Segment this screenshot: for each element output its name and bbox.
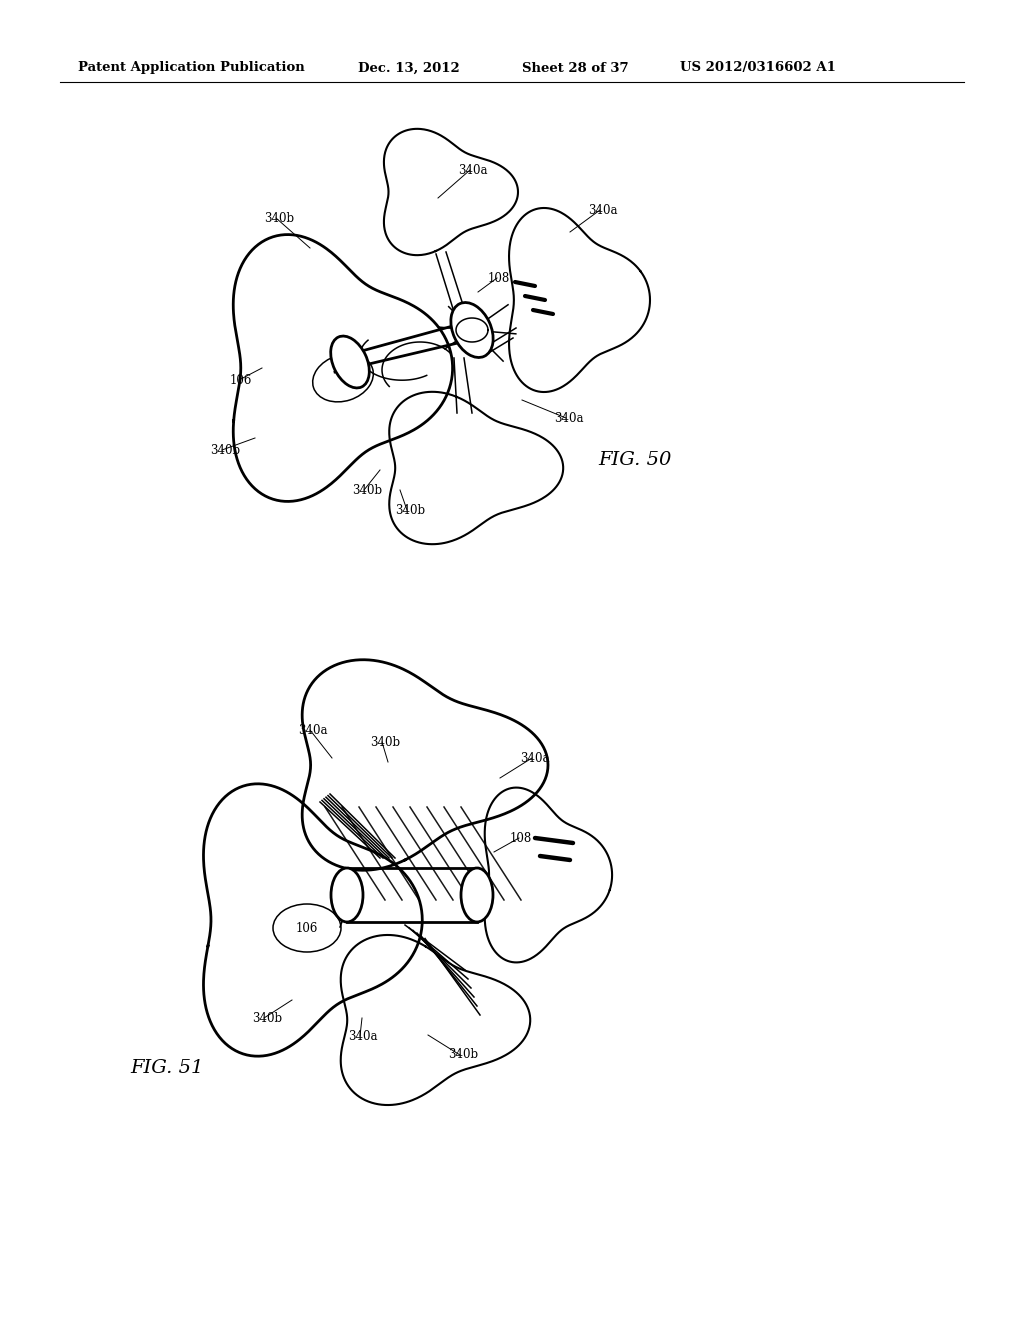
Text: 340b: 340b — [449, 1048, 478, 1061]
Ellipse shape — [461, 869, 493, 921]
Text: Patent Application Publication: Patent Application Publication — [78, 62, 305, 74]
Text: Sheet 28 of 37: Sheet 28 of 37 — [522, 62, 629, 74]
Text: 340a: 340a — [298, 723, 328, 737]
Text: 340b: 340b — [252, 1011, 283, 1024]
Text: 340b: 340b — [264, 211, 294, 224]
Ellipse shape — [331, 869, 362, 921]
Text: 340b: 340b — [210, 444, 240, 457]
Text: 340a: 340a — [588, 203, 617, 216]
Text: US 2012/0316602 A1: US 2012/0316602 A1 — [680, 62, 836, 74]
Text: 340a: 340a — [554, 412, 584, 425]
Text: 340a: 340a — [348, 1030, 378, 1043]
Ellipse shape — [451, 302, 494, 358]
Text: 340b: 340b — [395, 503, 425, 516]
Text: 340a: 340a — [458, 164, 487, 177]
Text: 340b: 340b — [370, 735, 400, 748]
Text: 340a: 340a — [520, 751, 550, 764]
Text: 340b: 340b — [352, 483, 382, 496]
Text: Dec. 13, 2012: Dec. 13, 2012 — [358, 62, 460, 74]
Ellipse shape — [331, 337, 370, 388]
Text: 106: 106 — [230, 374, 252, 387]
Text: FIG. 50: FIG. 50 — [598, 451, 672, 469]
Text: 108: 108 — [488, 272, 510, 285]
Text: 106: 106 — [296, 921, 318, 935]
Text: 108: 108 — [510, 832, 532, 845]
Text: FIG. 51: FIG. 51 — [130, 1059, 204, 1077]
